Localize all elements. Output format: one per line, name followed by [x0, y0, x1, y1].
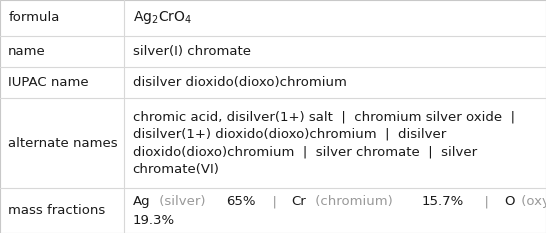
Text: IUPAC name: IUPAC name: [8, 76, 89, 89]
Text: (silver): (silver): [156, 195, 210, 208]
Text: alternate names: alternate names: [8, 137, 118, 150]
Text: $\mathrm{Ag_2CrO_4}$: $\mathrm{Ag_2CrO_4}$: [133, 10, 192, 27]
Text: 19.3%: 19.3%: [133, 214, 175, 227]
Text: Ag: Ag: [133, 195, 150, 208]
Text: mass fractions: mass fractions: [8, 204, 105, 217]
Text: Cr: Cr: [292, 195, 306, 208]
Text: |: |: [476, 195, 497, 208]
Text: |: |: [264, 195, 286, 208]
Text: name: name: [8, 45, 46, 58]
Text: 15.7%: 15.7%: [422, 195, 464, 208]
Text: formula: formula: [8, 11, 60, 24]
Text: silver(I) chromate: silver(I) chromate: [133, 45, 251, 58]
Text: (chromium): (chromium): [311, 195, 397, 208]
Text: O: O: [504, 195, 514, 208]
Text: 65%: 65%: [226, 195, 256, 208]
Text: disilver dioxido(dioxo)chromium: disilver dioxido(dioxo)chromium: [133, 76, 347, 89]
Text: (oxygen): (oxygen): [518, 195, 546, 208]
Text: chromic acid, disilver(1+) salt  |  chromium silver oxide  |
disilver(1+) dioxid: chromic acid, disilver(1+) salt | chromi…: [133, 110, 515, 176]
